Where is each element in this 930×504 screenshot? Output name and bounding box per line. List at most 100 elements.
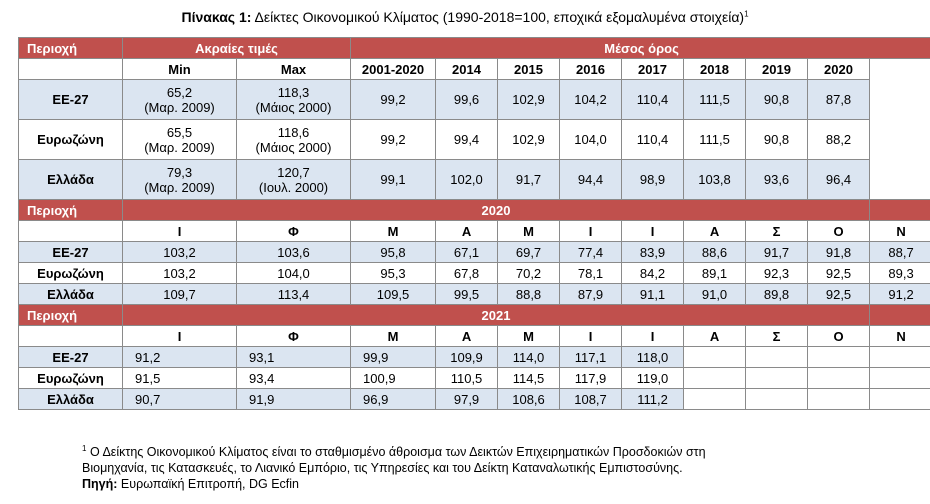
s2-months: ΙΦΜΑΜΙΙΑΣΟΝΔ [18,220,930,242]
value-cell: 89,3 [869,262,930,284]
s3-header-end [869,304,930,326]
value-cell: 89,8 [745,283,809,305]
s2-header-region: Περιοχή [18,199,123,221]
month-label: Α [683,220,747,242]
months-empty [18,325,123,347]
value-cell: 109,5 [350,283,437,305]
value-cell: 100,9 [350,367,437,389]
value-cell: 95,3 [350,262,437,284]
month-label: Μ [497,325,561,347]
value-cell: 117,1 [559,346,623,368]
header-row: Περιοχή Ακραίες τιμές Μέσος όρος [18,37,930,59]
min-cell: 79,3 (Μαρ. 2009) [122,159,237,200]
header-extremes: Ακραίες τιμές [121,37,352,59]
value-cell: 90,8 [745,119,809,160]
s3-months: ΙΦΜΑΜΙΙΑΣΟΝΔ [18,325,930,347]
s2-header-year: 2020 [121,199,871,221]
title-label: Πίνακας 1: [181,9,252,25]
months-empty [18,220,123,242]
title-text: Δείκτες Οικονομικού Κλίματος (1990-2018=… [254,9,745,25]
header-average: Μέσος όρος [350,37,930,59]
value-cell: 87,8 [807,79,871,120]
value-cell: 96,9 [350,388,437,410]
month-label: Ι [621,325,685,347]
value-cell: 119,0 [621,367,685,389]
row-region: Ελλάδα [18,159,123,200]
max-cell: 118,6 (Μάιος 2000) [235,119,352,160]
value-cell: 92,5 [807,283,871,305]
s2-header: Περιοχή 2020 [18,199,930,221]
header-region: Περιοχή [18,37,123,59]
table-row: Ευρωζώνη 65,5 (Μαρ. 2009) 118,6 (Μάιος 2000)… [18,119,930,160]
value-cell: 92,5 [807,262,871,284]
max-date: (Μάιος 2000) [255,139,332,155]
subheader-year: 2016 [559,58,623,80]
value-cell: 104,0 [559,119,623,160]
value-cell [683,367,747,389]
value-cell: 108,7 [559,388,623,410]
month-label: Φ [235,220,352,242]
value-cell: 93,1 [235,346,352,368]
value-cell: 99,1 [350,159,437,200]
footnote-line-2: Βιομηχανία, τις Κατασκευές, το Λιανικό Ε… [82,461,683,476]
month-label: Ι [559,220,623,242]
subheader-year: 2019 [745,58,809,80]
month-label: Μ [497,220,561,242]
value-cell: 67,8 [435,262,499,284]
value-cell [807,388,871,410]
value-cell: 67,1 [435,241,499,263]
min-value: 79,3 [166,164,193,180]
value-cell [683,388,747,410]
value-cell: 93,4 [235,367,352,389]
footnote-sup: 1 [82,444,87,453]
min-value: 65,2 [166,84,193,100]
source-text: Ευρωπαϊκή Επιτροπή, DG Ecfin [120,477,299,492]
max-value: 118,6 [277,124,310,140]
value-cell: 90,7 [122,388,237,410]
max-date: (Μάιος 2000) [255,99,332,115]
value-cell: 91,7 [745,241,809,263]
month-label: Σ [745,220,809,242]
max-value: 118,3 [277,84,310,100]
value-cell: 108,6 [497,388,561,410]
month-label: Ι [122,220,237,242]
month-label: Α [435,220,499,242]
value-cell [869,346,930,368]
value-cell: 99,2 [350,79,437,120]
source-label: Πηγή: [82,477,118,492]
climate-index-table: Περιοχή Ακραίες τιμές Μέσος όρος Min Max 2001… [18,37,930,410]
month-label: Ν [869,220,930,242]
footnote-line-1: 1 Ο Δείκτης Οικονομικού Κλίματος είναι τ… [82,441,912,460]
month-label: Α [435,325,499,347]
value-cell [807,346,871,368]
row-region: Ευρωζώνη [18,119,123,160]
value-cell: 89,1 [683,262,747,284]
table-row: Ευρωζώνη 91,5 93,4 100,9 110,5 114,5 117,9 119,… [18,367,930,389]
value-cell: 104,0 [235,262,352,284]
value-cell [745,367,809,389]
value-cell: 109,7 [122,283,237,305]
month-label: Ο [807,220,871,242]
value-cell: 91,2 [869,283,930,305]
value-cell: 91,2 [122,346,237,368]
subheader-row: Min Max 2001-2020 2014 2015 2016 2017 2018 2019 2… [18,58,930,80]
value-cell: 118,0 [621,346,685,368]
value-cell: 114,0 [497,346,561,368]
min-value: 65,5 [166,124,193,140]
value-cell: 91,7 [497,159,561,200]
value-cell: 91,8 [807,241,871,263]
table-row: Ελλάδα 79,3 (Μαρ. 2009) 120,7 (Ιουλ. 2000) 99… [18,159,930,200]
value-cell: 103,2 [122,262,237,284]
table-row: Ελλάδα 109,7 113,4 109,5 99,5 88,8 87,9 91,1 91,… [18,283,930,305]
row-region: ΕΕ-27 [18,79,123,120]
value-cell: 91,9 [235,388,352,410]
value-cell: 84,2 [621,262,685,284]
table-row: ΕΕ-27 65,2 (Μαρ. 2009) 118,3 (Μάιος 2000) 99,… [18,79,930,120]
value-cell: 104,2 [559,79,623,120]
row-region: Ευρωζώνη [18,367,123,389]
month-label: Α [683,325,747,347]
value-cell: 113,4 [235,283,352,305]
value-cell: 103,2 [122,241,237,263]
month-label: Σ [745,325,809,347]
month-label: Ν [869,325,930,347]
